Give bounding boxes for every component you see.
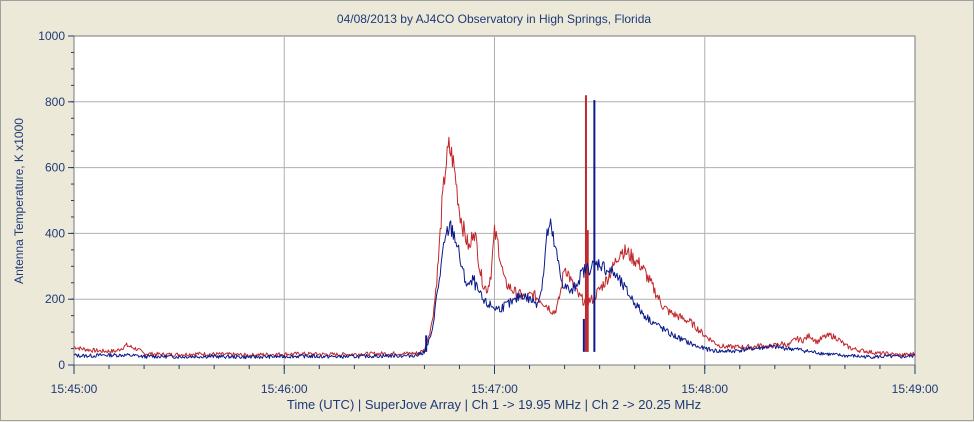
x-tick-label: 15:49:00 <box>892 382 939 396</box>
x-tick-label: 15:48:00 <box>681 382 728 396</box>
chart-title: 04/08/2013 by AJ4CO Observatory in High … <box>337 12 651 26</box>
y-axis-label: Antenna Temperature, K x1000 <box>12 118 26 284</box>
grid-lines <box>74 36 915 365</box>
y-tick-label: 200 <box>45 292 65 306</box>
series-line-ch1 <box>73 136 916 358</box>
y-tick-label: 1000 <box>38 29 65 43</box>
x-tick-label: 15:45:00 <box>51 382 98 396</box>
y-tick-label: 600 <box>45 161 65 175</box>
y-tick-label: 400 <box>45 226 65 240</box>
series-layer <box>73 95 916 360</box>
x-tick-label: 15:47:00 <box>471 382 518 396</box>
axis-ticks: 0 200 400 600 800 1000 15:45:00 15:46:00 15:47:0… <box>38 29 938 396</box>
x-tick-label: 15:46:00 <box>261 382 308 396</box>
y-tick-label: 0 <box>58 358 65 372</box>
x-axis-label: Time (UTC) | SuperJove Array | Ch 1 -> 1… <box>287 397 701 412</box>
series-line-ch2 <box>73 218 916 360</box>
y-tick-label: 800 <box>45 95 65 109</box>
